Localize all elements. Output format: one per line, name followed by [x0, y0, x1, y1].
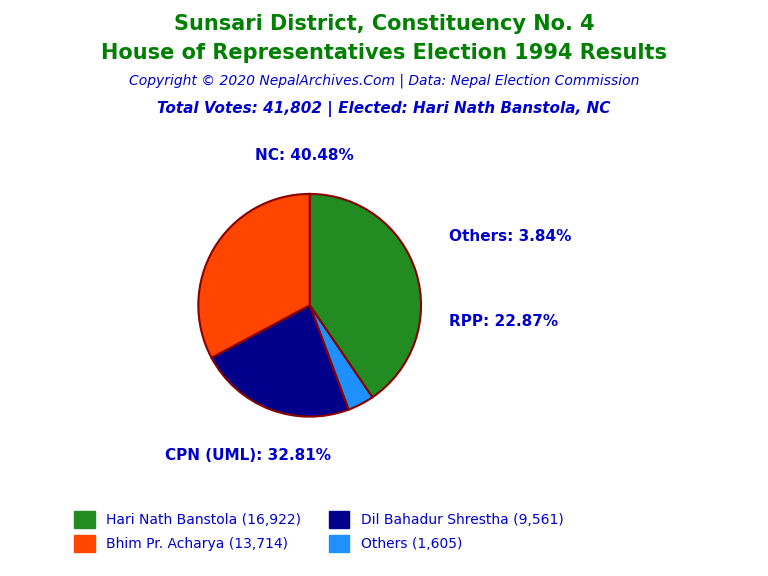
Wedge shape [310, 305, 372, 410]
Legend: Hari Nath Banstola (16,922), Bhim Pr. Acharya (13,714), Dil Bahadur Shrestha (9,: Hari Nath Banstola (16,922), Bhim Pr. Ac… [68, 506, 569, 558]
Wedge shape [198, 194, 310, 358]
Text: Sunsari District, Constituency No. 4: Sunsari District, Constituency No. 4 [174, 14, 594, 35]
Text: NC: 40.48%: NC: 40.48% [255, 147, 353, 163]
Wedge shape [211, 305, 349, 416]
Text: CPN (UML): 32.81%: CPN (UML): 32.81% [165, 448, 332, 463]
Text: Others: 3.84%: Others: 3.84% [449, 229, 571, 244]
Text: Copyright © 2020 NepalArchives.Com | Data: Nepal Election Commission: Copyright © 2020 NepalArchives.Com | Dat… [129, 74, 639, 88]
Text: Total Votes: 41,802 | Elected: Hari Nath Banstola, NC: Total Votes: 41,802 | Elected: Hari Nath… [157, 101, 611, 117]
Text: House of Representatives Election 1994 Results: House of Representatives Election 1994 R… [101, 43, 667, 63]
Text: RPP: 22.87%: RPP: 22.87% [449, 314, 558, 329]
Wedge shape [310, 194, 421, 397]
